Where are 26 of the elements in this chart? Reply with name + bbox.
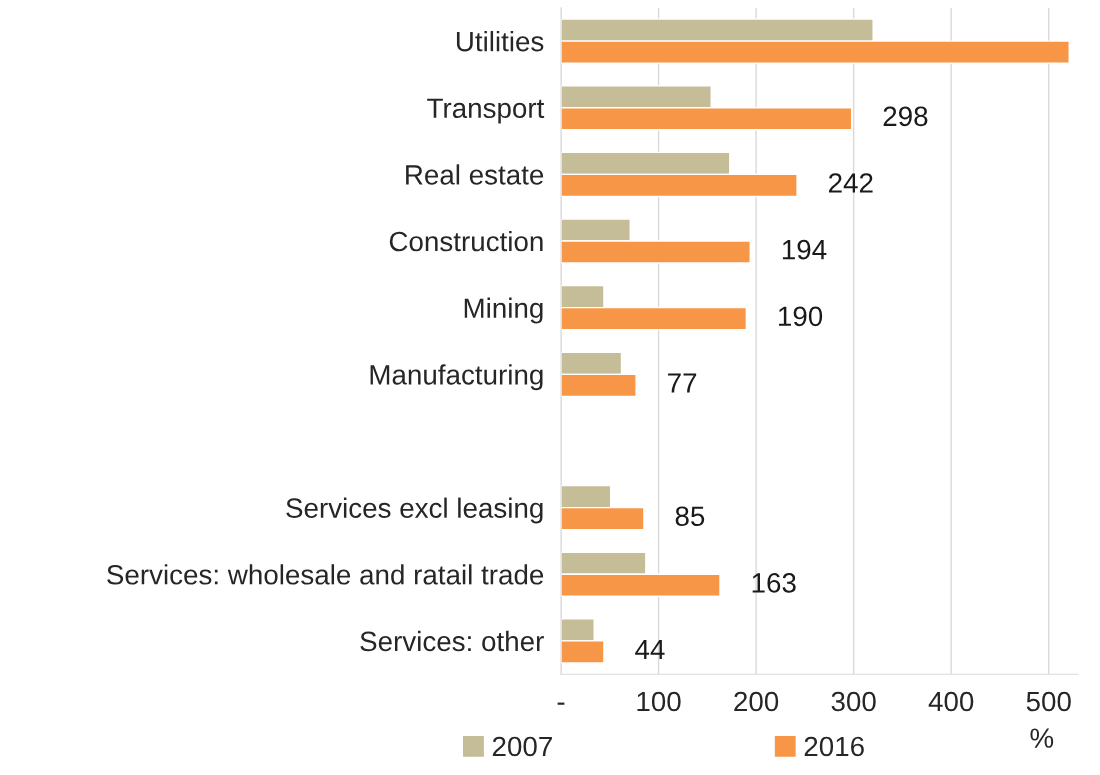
data-label: 163 [752,573,796,593]
y-tick-label: Services excl leasing [286,497,543,524]
x-tick-label: 500 [1026,691,1071,712]
x-tick-label: 200 [734,691,779,712]
data-label: 298 [883,106,928,127]
data-label: 194 [782,239,827,260]
y-tick-label: Mining [464,297,543,324]
data-label: 242 [829,173,873,193]
x-tick-label: 400 [928,691,974,712]
y-tick-label: Utilities [456,31,544,52]
y-tick-label: Real estate [406,164,544,185]
x-tick-label: 100 [637,691,681,712]
y-tick-label: Transport [427,98,545,124]
data-label: 44 [635,640,665,660]
y-tick-label: Services: other [360,630,544,652]
data-label: 190 [779,306,823,327]
y-tick-label: Manufacturing [370,364,543,391]
x-tick-label: - [557,702,565,705]
data-label: 77 [668,373,697,393]
x-axis-title: % [1030,728,1054,748]
x-tick-label: 300 [831,691,876,712]
y-tick-label: Services: wholesale and ratail trade [107,564,544,585]
legend-label: 2016 [804,736,864,757]
data-label: 85 [675,506,705,527]
y-tick-label: Construction [389,230,543,252]
legend-label: 2007 [492,736,552,757]
